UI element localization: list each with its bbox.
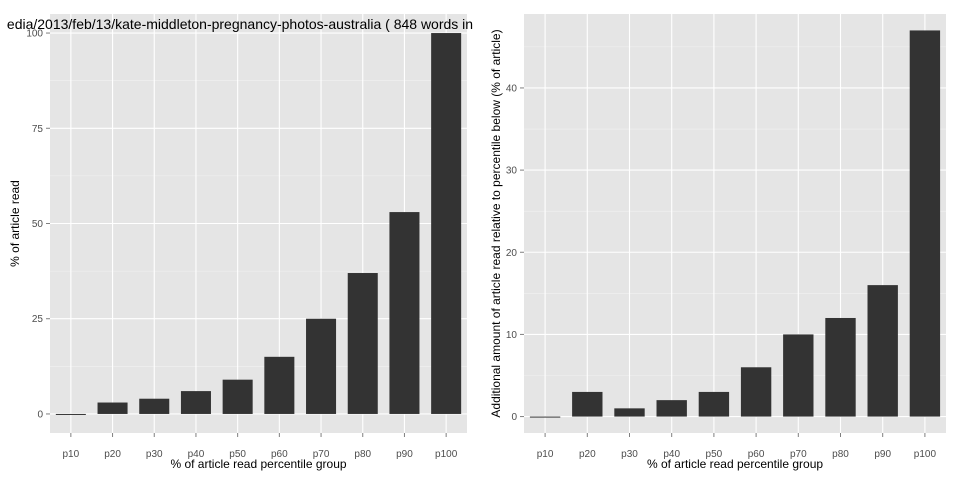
chart-title: edia/2013/feb/13/kate-middleton-pregnanc…: [7, 16, 473, 32]
bar-p90: [867, 285, 898, 417]
x-tick-label: p40: [663, 449, 680, 460]
x-tick-label: p70: [313, 449, 330, 460]
x-tick-label: p10: [537, 449, 554, 460]
bar-p70: [306, 318, 337, 414]
y-tick-label: 0: [37, 409, 43, 420]
bar-p60: [264, 356, 295, 414]
y-axis-title: Additional amount of article read relati…: [489, 29, 503, 417]
chart-panel-2: 0 10 20 30 40 p10 p20 p30 p40 p50 p60 p70 p80 p90 p100…: [489, 14, 946, 471]
x-tick-label: p100: [435, 449, 458, 460]
x-tick-label: p50: [706, 449, 723, 460]
bar-p20: [97, 402, 128, 414]
bar-p100: [431, 33, 462, 414]
x-tick-label: p30: [146, 449, 163, 460]
x-axis-title: % of article read percentile group: [170, 457, 346, 471]
bar-p60: [740, 367, 772, 417]
bar-p40: [656, 400, 687, 417]
bar-p10: [55, 413, 86, 415]
bar-p90: [389, 212, 420, 414]
bar-p40: [180, 391, 211, 414]
y-tick-label: 50: [32, 219, 44, 230]
chart-panel-1: 0 25 50 75 100 p10 p20 p30 p40 p50 p60 p70 p80 p90 p10…: [7, 14, 473, 471]
x-tick-label: p50: [229, 449, 246, 460]
y-tick-label: 75: [32, 124, 44, 135]
x-tick-label: p90: [874, 449, 891, 460]
y-tick-label: 10: [506, 330, 518, 341]
bar-p80: [825, 317, 856, 417]
y-tick-label: 30: [506, 166, 518, 177]
y-tick-label: 20: [506, 248, 518, 259]
bar-p70: [783, 334, 814, 417]
y-axis-title: % of article read: [8, 180, 22, 267]
y-tick-label: 0: [511, 412, 517, 423]
x-tick-label: p60: [748, 449, 765, 460]
bar-p10: [529, 416, 561, 418]
bar-p50: [222, 379, 253, 414]
bar-p30: [139, 398, 170, 414]
x-tick-label: p40: [188, 449, 205, 460]
x-tick-label: p30: [621, 449, 638, 460]
bar-p80: [347, 273, 378, 414]
y-tick-label: 100: [26, 29, 43, 40]
x-tick-label: p10: [63, 449, 80, 460]
x-tick-label: p80: [354, 449, 371, 460]
x-tick-label: p60: [271, 449, 288, 460]
x-tick-label: p70: [790, 449, 807, 460]
x-axis-title: % of article read percentile group: [647, 457, 823, 471]
x-tick-label: p20: [104, 449, 121, 460]
bar-p30: [614, 408, 645, 417]
x-tick-label: p100: [914, 449, 937, 460]
bar-p100: [909, 30, 941, 417]
x-tick-label: p90: [396, 449, 413, 460]
y-tick-label: 25: [32, 314, 44, 325]
x-tick-label: p80: [832, 449, 849, 460]
bar-p50: [698, 391, 730, 417]
y-tick-label: 40: [506, 83, 518, 94]
bar-p20: [572, 391, 603, 417]
x-tick-label: p20: [579, 449, 596, 460]
